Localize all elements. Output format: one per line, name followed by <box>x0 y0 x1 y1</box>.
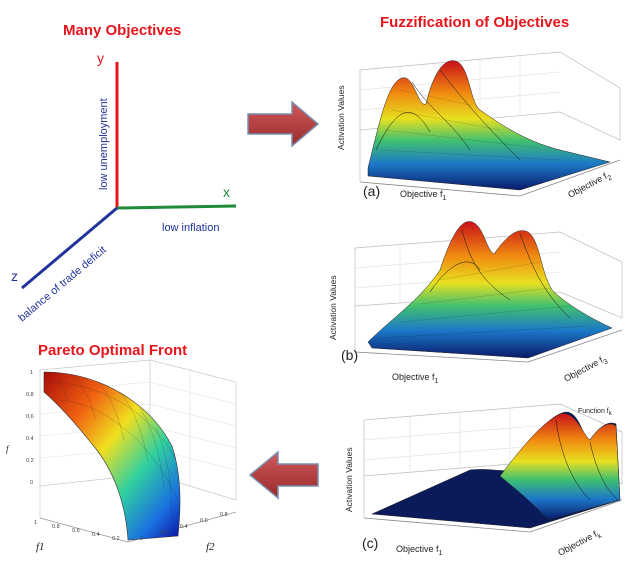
pareto-f2-label: f2 <box>206 541 215 553</box>
svg-text:0.2: 0.2 <box>26 458 34 464</box>
pareto-f1-label: f1 <box>36 541 45 553</box>
panel-b-xlabel: Objective f1 <box>392 372 439 385</box>
arrow-left <box>248 450 319 500</box>
panel-a-ylabel: Objective f2 <box>566 169 613 202</box>
panel-b-zlabel: Activation Values <box>328 275 338 340</box>
svg-text:0.4: 0.4 <box>26 436 34 442</box>
x-axis-line <box>116 204 237 210</box>
z-axis-label: balance of trade deficit <box>16 244 109 324</box>
objective-axes: y x z low unemployment low inflation bal… <box>11 50 237 324</box>
svg-text:0.2: 0.2 <box>160 530 168 536</box>
many-objectives-title: Many Objectives <box>63 22 182 39</box>
x-axis-label: low inflation <box>162 222 219 234</box>
panel-a-zlabel: Activation Values <box>336 85 346 150</box>
pareto-f-label: f <box>6 444 10 454</box>
svg-text:0.6: 0.6 <box>72 528 80 534</box>
fuzzification-title: Fuzzification of Objectives <box>380 14 570 31</box>
pareto-front-title: Pareto Optimal Front <box>38 342 188 359</box>
y-axis-label: low unemployment <box>98 98 110 190</box>
panel-c-tag: (c) <box>362 535 378 551</box>
svg-text:0.4: 0.4 <box>180 524 188 530</box>
svg-text:1: 1 <box>34 520 37 526</box>
panel-a-tag: (a) <box>363 183 380 199</box>
svg-text:0.2: 0.2 <box>112 536 120 542</box>
activation-panel-c: (c) Activation Values Objective f1 Objec… <box>344 403 623 560</box>
svg-text:0.6: 0.6 <box>26 414 34 420</box>
x-letter: x <box>223 184 230 200</box>
y-letter: y <box>97 50 104 66</box>
arrow-right <box>247 100 320 148</box>
svg-text:0: 0 <box>140 536 143 542</box>
panel-c-ylabel: Objective fk <box>556 527 603 560</box>
panel-c-function-label: Function fk <box>578 408 613 417</box>
panel-c-zlabel: Activation Values <box>344 447 354 512</box>
panel-a-xlabel: Objective f1 <box>400 189 447 202</box>
svg-text:0: 0 <box>30 480 33 486</box>
pareto-front-plot: 1 0.8 0.6 0.4 0.2 0 1 0.8 0.6 0.4 0.2 0 0.2 0.4 0… <box>6 359 237 553</box>
svg-text:0.8: 0.8 <box>26 392 34 398</box>
z-axis-line <box>21 206 118 290</box>
activation-panel-b: (b) Activation Values Objective f1 Objec… <box>328 221 623 386</box>
z-letter: z <box>11 268 18 284</box>
svg-text:0.4: 0.4 <box>92 532 100 538</box>
activation-panel-a: (a) Activation Values Objective f1 Objec… <box>336 51 621 202</box>
panel-b-ylabel: Objective f3 <box>562 353 609 386</box>
panel-c-xlabel: Objective f1 <box>396 544 443 557</box>
svg-text:0.8: 0.8 <box>52 524 60 530</box>
svg-text:1: 1 <box>30 370 33 376</box>
panel-b-tag: (b) <box>341 347 358 363</box>
svg-text:0.8: 0.8 <box>220 512 228 518</box>
svg-text:0.6: 0.6 <box>200 518 208 524</box>
